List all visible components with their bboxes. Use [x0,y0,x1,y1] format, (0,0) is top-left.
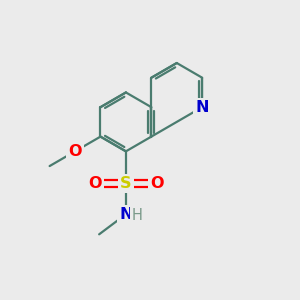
Text: O: O [150,176,164,191]
Text: H: H [132,208,142,223]
Text: O: O [88,176,102,191]
Text: S: S [120,176,132,191]
Text: N: N [119,207,133,222]
Text: O: O [68,144,82,159]
Text: N: N [195,100,209,115]
